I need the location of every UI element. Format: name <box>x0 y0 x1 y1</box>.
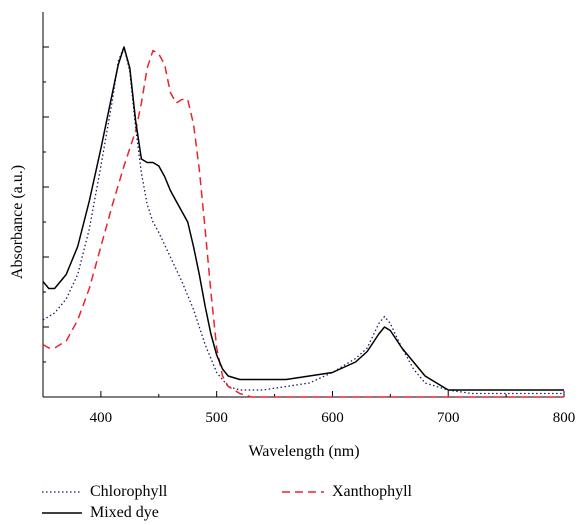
legend-item-mixed-dye: Mixed dye <box>42 504 159 522</box>
series-layer <box>42 46 564 398</box>
legend-swatch-chlorophyll <box>42 491 82 493</box>
chart-axes: 400 500 600 700 800 <box>42 12 576 426</box>
legend-label-chlorophyll: Chlorophyll <box>90 483 168 500</box>
x-tick-label: 400 <box>90 410 113 426</box>
legend-label-mixed-dye: Mixed dye <box>90 504 159 521</box>
x-tick-label: 800 <box>553 410 576 426</box>
legend-swatch-xanthophyll <box>282 491 324 493</box>
x-tick-label: 500 <box>205 410 228 426</box>
x-tick-label: 600 <box>321 410 344 426</box>
legend-swatch-mixed-dye <box>42 512 82 514</box>
legend-item-chlorophyll: Chlorophyll <box>42 483 167 501</box>
series-line-xanthophyll <box>42 49 564 398</box>
y-axis-label: Absorbance (a.u.) <box>9 165 26 279</box>
series-line-mixed-dye <box>42 46 564 391</box>
series-line-chlorophyll <box>42 46 564 395</box>
legend-item-xanthophyll: Xanthophyll <box>282 483 412 501</box>
x-axis-label: Wavelength (nm) <box>248 443 359 460</box>
x-tick-label: 700 <box>437 410 460 426</box>
legend-label-xanthophyll: Xanthophyll <box>332 483 412 500</box>
